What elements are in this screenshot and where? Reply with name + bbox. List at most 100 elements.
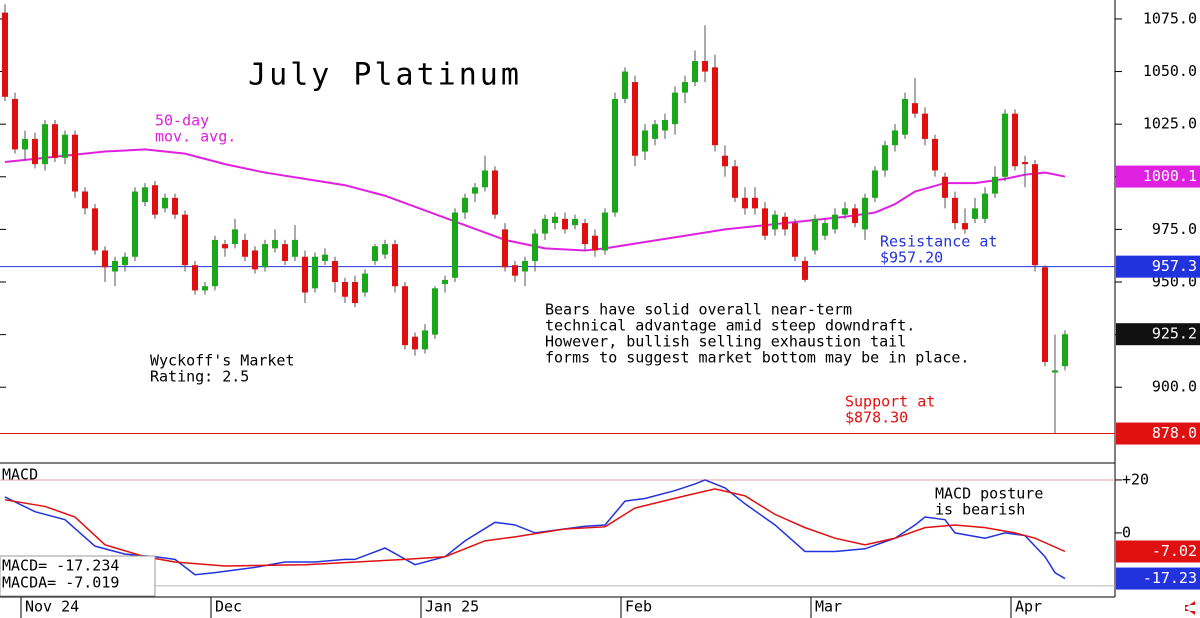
candle-body <box>422 330 428 350</box>
candle-body <box>442 279 448 285</box>
macd-note: is bearish <box>935 501 1025 519</box>
candle-body <box>912 103 918 114</box>
x-tick-label: Mar <box>815 598 842 616</box>
candle-body <box>1022 162 1028 165</box>
candle-body <box>932 138 938 171</box>
macd-line <box>4 479 1066 580</box>
candle-body <box>532 233 538 261</box>
ma-label: 1000.1 <box>1143 167 1197 185</box>
candle-body <box>42 124 48 165</box>
macd-readout-box <box>0 555 156 597</box>
candle-body <box>192 265 198 291</box>
candle-body <box>572 218 578 226</box>
candle-body <box>132 191 138 257</box>
macd-value-box <box>1116 540 1200 563</box>
ma-label: mov. avg. <box>155 128 236 146</box>
candle-body <box>612 98 618 213</box>
candle-body <box>72 134 78 192</box>
candle-body <box>142 187 148 203</box>
candle-body <box>492 170 498 215</box>
candle-body <box>632 82 638 156</box>
candle-body <box>552 216 558 224</box>
candle-body <box>742 197 748 209</box>
candle-body <box>842 208 848 215</box>
macd-title: MACD <box>2 466 38 484</box>
macd-value-label: -17.23 <box>1143 569 1197 587</box>
candle-body <box>1032 164 1038 266</box>
candle-body <box>752 197 758 209</box>
candle-body <box>352 282 358 304</box>
candle-body <box>282 244 288 261</box>
candle-body <box>452 212 458 278</box>
candle-body <box>862 197 868 230</box>
candle-body <box>692 61 698 83</box>
y-tick-label: 900.0 <box>1152 378 1197 396</box>
candle-body <box>832 214 838 230</box>
candle-body <box>502 229 508 268</box>
x-tick-label: Nov 24 <box>25 598 79 616</box>
rating-text: Rating: 2.5 <box>150 368 249 386</box>
candle-body <box>12 98 18 150</box>
level-text: Resistance at <box>880 232 997 250</box>
candle-body <box>402 286 408 346</box>
candle-body <box>322 254 328 261</box>
candle-body <box>182 214 188 266</box>
candle-body <box>392 244 398 287</box>
level-text: Support at <box>845 392 935 410</box>
candle-body <box>482 170 488 188</box>
candle-body <box>302 256 308 293</box>
candle-body <box>872 170 878 198</box>
candle-body <box>772 214 778 230</box>
commentary: technical advantage amid steep downdraft… <box>545 317 915 335</box>
level-box <box>1116 255 1200 278</box>
candle-body <box>622 71 628 99</box>
candle-body <box>472 187 478 194</box>
candle-body <box>412 336 418 350</box>
candle-body <box>982 193 988 219</box>
candle-body <box>902 98 908 135</box>
candle-body <box>882 145 888 171</box>
candle-body <box>32 138 38 165</box>
candle-body <box>952 197 958 224</box>
candle-body <box>812 218 818 251</box>
candle-body <box>892 130 898 146</box>
candle-body <box>332 260 338 283</box>
candle-body <box>962 223 968 230</box>
candle-body <box>562 218 568 230</box>
candle-body <box>292 239 298 257</box>
candle-body <box>732 166 738 198</box>
scroll-arrow[interactable] <box>1185 601 1195 615</box>
candle-body <box>2 12 8 97</box>
chart-title: July Platinum <box>248 58 522 93</box>
macd-readout: MACD= -17.234 <box>2 557 119 575</box>
candle-body <box>362 273 368 293</box>
candle-body <box>122 256 128 266</box>
last-price-box <box>1116 323 1200 346</box>
level-label: 957.3 <box>1152 257 1197 275</box>
level-text: $878.30 <box>845 408 908 426</box>
macd-tick-label: +20 <box>1122 470 1149 488</box>
commentary: However, bullish selling exhaustion tail <box>545 333 906 351</box>
candle-body <box>242 239 248 257</box>
candle-body <box>682 82 688 93</box>
candle-body <box>22 138 28 150</box>
y-tick-label: 975.0 <box>1152 220 1197 238</box>
candle-body <box>82 191 88 209</box>
candle-body <box>722 155 728 167</box>
level-text: $957.20 <box>880 248 943 266</box>
candle-body <box>162 197 168 209</box>
candle-body <box>262 244 268 268</box>
candle-body <box>252 250 258 270</box>
candle-body <box>152 185 158 215</box>
y-tick-label: 1075.0 <box>1143 9 1197 27</box>
y-tick-label: 1050.0 <box>1143 62 1197 80</box>
candle-body <box>822 223 828 236</box>
candle-body <box>232 229 238 245</box>
candle-body <box>342 282 348 297</box>
candle-body <box>382 244 388 255</box>
level-box <box>1116 422 1200 445</box>
level-label: 878.0 <box>1152 424 1197 442</box>
candle-body <box>1062 334 1068 367</box>
macd-value-label: -7.02 <box>1152 542 1197 560</box>
candle-body <box>602 212 608 251</box>
